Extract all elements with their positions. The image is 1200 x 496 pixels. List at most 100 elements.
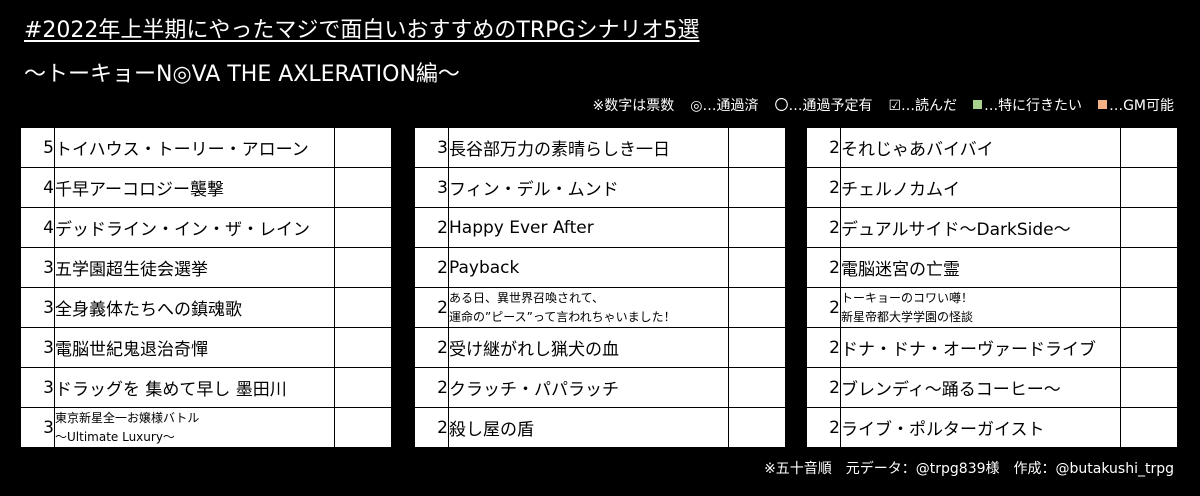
vote-count: 2 — [414, 407, 449, 448]
vote-count: 5 — [20, 127, 55, 168]
legend-passed: ◎…通過済 — [690, 98, 759, 114]
vote-count: 2 — [806, 287, 841, 328]
vote-count: 3 — [20, 327, 55, 368]
mark-cell[interactable] — [728, 287, 786, 328]
mark-cell[interactable] — [1120, 247, 1178, 288]
vote-count: 3 — [20, 247, 55, 288]
scenario-name: Payback — [448, 247, 729, 288]
legend-want-label: …特に行きたい — [984, 98, 1083, 114]
scenario-name: フィン・デル・ムンド — [448, 167, 729, 208]
table-row: 2 デュアルサイド～DarkSide～ — [806, 207, 1178, 248]
mark-cell[interactable] — [728, 167, 786, 208]
mark-cell[interactable] — [334, 207, 392, 248]
vote-count: 2 — [806, 207, 841, 248]
legend-votes-note: ※数字は票数 — [592, 98, 675, 114]
table-row: 3 五学園超生徒会選挙 — [20, 247, 392, 288]
table-row: 2 ブレンディ～踊るコーヒー～ — [806, 367, 1178, 408]
scenario-name: デッドライン・イン・ザ・レイン — [54, 207, 335, 248]
scenario-name: ブレンディ～踊るコーヒー～ — [840, 367, 1121, 408]
table-row: 2 Payback — [414, 247, 786, 288]
legend-gm-label: …GM可能 — [1109, 98, 1174, 114]
mark-cell[interactable] — [1120, 167, 1178, 208]
vote-count: 3 — [414, 167, 449, 208]
scenario-table-1: 5 トイハウス・トーリー・アローン 4 千早アーコロジー襲撃 4 デッドライン・イン・ザ・… — [20, 127, 392, 448]
table-row: 3 東京新星全一お嬢様バトル ～Ultimate Luxury～ — [20, 407, 392, 448]
table-row: 2 電脳迷宮の亡霊 — [806, 247, 1178, 288]
vote-count: 2 — [806, 127, 841, 168]
scenario-table-3: 2 それじゃあバイバイ 2 チェルノカムイ 2 デュアルサイド～DarkSide～ 2 電脳迷… — [806, 127, 1178, 448]
mark-cell[interactable] — [1120, 367, 1178, 408]
vote-count: 2 — [806, 407, 841, 448]
mark-cell[interactable] — [1120, 207, 1178, 248]
mark-cell[interactable] — [728, 127, 786, 168]
legend-want: …特に行きたい — [973, 96, 1082, 116]
scenario-name: ドラッグを 集めて早し 墨田川 — [54, 367, 335, 408]
page-subtitle: ～トーキョーN◎VA THE AXLERATION編～ — [24, 62, 460, 87]
vote-count: 2 — [806, 367, 841, 408]
legend-read: ☑…読んだ — [888, 98, 958, 114]
scenario-name: 電脳迷宮の亡霊 — [840, 247, 1121, 288]
scenario-name: 千早アーコロジー襲撃 — [54, 167, 335, 208]
table-row: 2 トーキョーのコワい噂！ 新星帝都大学学園の怪談 — [806, 287, 1178, 328]
mark-cell[interactable] — [728, 247, 786, 288]
mark-cell[interactable] — [334, 287, 392, 328]
scenario-name: 受け継がれし猟犬の血 — [448, 327, 729, 368]
mark-cell[interactable] — [334, 167, 392, 208]
scenario-name: 五学園超生徒会選挙 — [54, 247, 335, 288]
table-row: 3 ドラッグを 集めて早し 墨田川 — [20, 367, 392, 408]
vote-count: 3 — [414, 127, 449, 168]
table-row: 2 ライブ・ポルターガイスト — [806, 407, 1178, 448]
legend-gm: …GM可能 — [1098, 96, 1174, 116]
footer-credit: ※五十音順 元データ：@trpg839様 作成：@butakushi_trpg — [764, 461, 1174, 477]
table-row: 2 Happy Ever After — [414, 207, 786, 248]
vote-count: 2 — [414, 287, 449, 328]
scenario-name: 殺し屋の盾 — [448, 407, 729, 448]
vote-count: 4 — [20, 167, 55, 208]
vote-count: 3 — [20, 287, 55, 328]
mark-cell[interactable] — [334, 247, 392, 288]
scenario-name: それじゃあバイバイ — [840, 127, 1121, 168]
scenario-name: 東京新星全一お嬢様バトル ～Ultimate Luxury～ — [54, 407, 335, 448]
mark-cell[interactable] — [728, 207, 786, 248]
vote-count: 4 — [20, 207, 55, 248]
vote-count: 2 — [414, 247, 449, 288]
table-row: 4 千早アーコロジー襲撃 — [20, 167, 392, 208]
mark-cell[interactable] — [728, 367, 786, 408]
mark-cell[interactable] — [1120, 127, 1178, 168]
vote-count: 2 — [414, 367, 449, 408]
legend: ※数字は票数 ◎…通過済 〇…通過予定有 ☑…読んだ …特に行きたい …GM可能 — [593, 96, 1174, 116]
mark-cell[interactable] — [334, 327, 392, 368]
vote-count: 3 — [20, 367, 55, 408]
mark-cell[interactable] — [1120, 407, 1178, 448]
scenario-name-line: 新星帝都大学学園の怪談 — [841, 309, 974, 324]
scenario-name: Happy Ever After — [448, 207, 729, 248]
vote-count: 2 — [806, 167, 841, 208]
table-row: 5 トイハウス・トーリー・アローン — [20, 127, 392, 168]
mark-cell[interactable] — [334, 407, 392, 448]
table-row: 2 ドナ・ドナ・オーヴァードライブ — [806, 327, 1178, 368]
mark-cell[interactable] — [728, 327, 786, 368]
vote-count: 2 — [806, 327, 841, 368]
scenario-name-line: ある日、異世界召喚されて、 — [449, 290, 605, 305]
table-row: 3 電脳世紀鬼退治奇憚 — [20, 327, 392, 368]
scenario-name: ライブ・ポルターガイスト — [840, 407, 1121, 448]
scenario-name: ドナ・ドナ・オーヴァードライブ — [840, 327, 1121, 368]
orange-square-icon — [1098, 100, 1108, 109]
scenario-name-line: 東京新星全一お嬢様バトル — [55, 410, 200, 425]
mark-cell[interactable] — [1120, 287, 1178, 328]
mark-cell[interactable] — [1120, 327, 1178, 368]
table-row: 2 受け継がれし猟犬の血 — [414, 327, 786, 368]
mark-cell[interactable] — [728, 407, 786, 448]
scenario-name: トーキョーのコワい噂！ 新星帝都大学学園の怪談 — [840, 287, 1121, 328]
scenario-name-line: トーキョーのコワい噂！ — [841, 290, 974, 305]
vote-count: 2 — [806, 247, 841, 288]
mark-cell[interactable] — [334, 367, 392, 408]
mark-cell[interactable] — [334, 127, 392, 168]
table-row: 2 ある日、異世界召喚されて、 運命の”ピース”って言われちゃいました！ — [414, 287, 786, 328]
scenario-name-line: ～Ultimate Luxury～ — [55, 429, 175, 444]
scenario-table-2: 3 長谷部万力の素晴らしき一日 3 フィン・デル・ムンド 2 Happy Ever Aft… — [414, 127, 786, 448]
scenario-name: 電脳世紀鬼退治奇憚 — [54, 327, 335, 368]
vote-count: 2 — [414, 327, 449, 368]
table-row: 3 全身義体たちへの鎮魂歌 — [20, 287, 392, 328]
scenario-name: 長谷部万力の素晴らしき一日 — [448, 127, 729, 168]
